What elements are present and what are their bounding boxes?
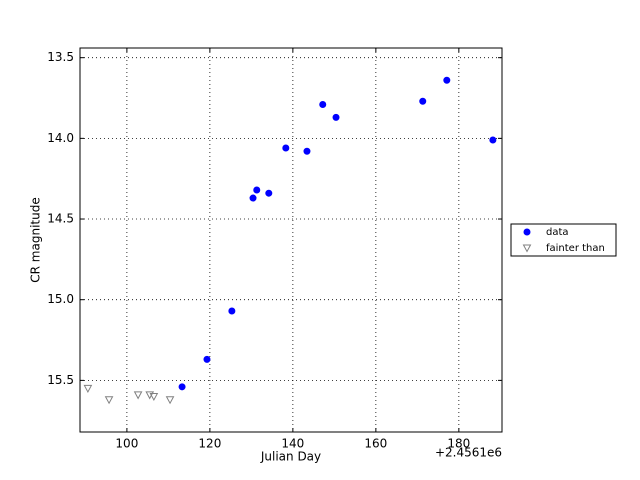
plot-frame (79, 47, 503, 433)
data-point (332, 113, 340, 121)
x-tick-label: 160 (364, 437, 387, 451)
data-point (83, 384, 93, 393)
data-point (443, 76, 451, 84)
x-tick-label: 100 (115, 437, 138, 451)
x-tick-label: 140 (281, 437, 304, 451)
x-offset-text: +2.4561e6 (435, 446, 502, 460)
y-axis-label: CR magnitude (29, 197, 43, 282)
x-axis-label: Julian Day (260, 450, 321, 464)
data-point (203, 355, 211, 363)
y-tick-label: 15.0 (47, 292, 74, 306)
data-point (165, 396, 175, 405)
legend-marker (522, 244, 532, 253)
y-tick-label: 13.5 (47, 50, 74, 64)
y-tick-label: 14.5 (47, 212, 74, 226)
data-point (282, 144, 290, 152)
data-point (149, 393, 159, 402)
data-point (419, 97, 427, 105)
legend-marker (523, 228, 531, 236)
legend-label: fainter than (546, 243, 605, 254)
y-tick-label: 14.0 (47, 131, 74, 145)
legend-label: data (546, 227, 569, 238)
data-point (178, 383, 186, 391)
data-point (104, 396, 114, 405)
x-tick-label: 120 (198, 437, 221, 451)
data-point (265, 189, 273, 197)
data-point (228, 307, 236, 315)
x-tick-label: 180 (447, 437, 470, 451)
data-point (253, 186, 261, 194)
data-point (303, 147, 311, 155)
data-point (133, 391, 143, 400)
y-tick-label: 15.5 (47, 373, 74, 387)
data-point (249, 194, 257, 202)
data-point (489, 136, 497, 144)
data-point (319, 100, 327, 108)
